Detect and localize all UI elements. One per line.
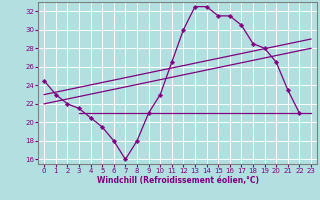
X-axis label: Windchill (Refroidissement éolien,°C): Windchill (Refroidissement éolien,°C) bbox=[97, 176, 259, 185]
